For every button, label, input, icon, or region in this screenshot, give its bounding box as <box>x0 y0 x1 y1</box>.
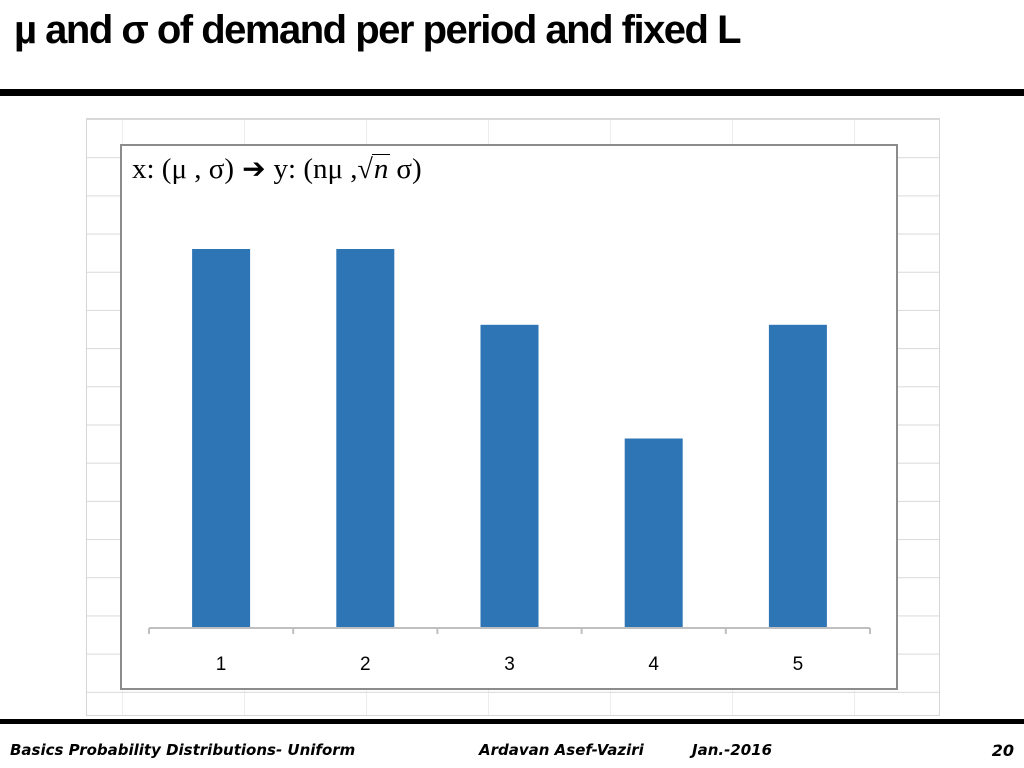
chart-title: x: (μ , σ) ➔ y: (nμ , √ n σ) <box>132 152 422 186</box>
chart-title-y-end: σ) <box>396 153 422 185</box>
x-tick-labels: 1 2 3 4 5 <box>216 654 803 675</box>
footer-course-title: Basics Probability Distributions- Unifor… <box>10 741 356 759</box>
slide-title: µ and σ of demand per period and fixed L <box>14 8 742 52</box>
footer-date: Jan.-2016 <box>692 741 773 759</box>
bar-5 <box>768 324 827 628</box>
footer-author: Ardavan Asef-Vaziri <box>479 741 644 759</box>
x-tick-label: 4 <box>648 654 659 675</box>
x-axis <box>148 627 871 634</box>
arrow-icon: ➔ <box>242 154 266 185</box>
sqrt-symbol: √ <box>357 154 373 185</box>
x-tick-label: 2 <box>360 654 371 675</box>
bar-1 <box>192 249 251 628</box>
x-tick-label: 5 <box>793 654 804 675</box>
bar-3 <box>480 324 539 628</box>
bars-layer <box>192 249 827 628</box>
x-tick-label: 3 <box>504 654 515 675</box>
bar-4 <box>624 438 683 628</box>
page-number: 20 <box>991 741 1014 760</box>
sqrt-argument: n <box>371 153 391 185</box>
chart-title-x-part: x: (μ , σ) <box>132 153 235 185</box>
title-rule <box>0 89 1024 96</box>
bar-2 <box>336 249 395 628</box>
x-tick-label: 1 <box>216 654 227 675</box>
footer-rule <box>0 719 1024 724</box>
chart-title-y-part: y: (nμ , <box>273 153 358 185</box>
